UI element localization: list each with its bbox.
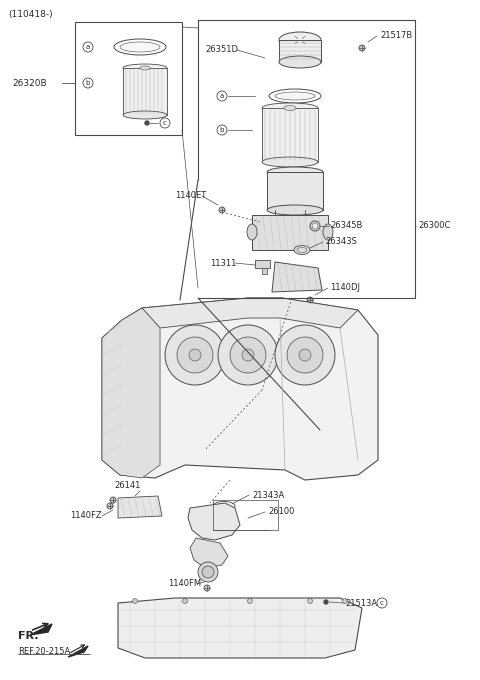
Circle shape	[287, 337, 323, 373]
Text: 1140FM: 1140FM	[168, 579, 201, 588]
Text: REF.20-215A: REF.20-215A	[18, 647, 70, 656]
Ellipse shape	[275, 92, 315, 100]
Ellipse shape	[267, 205, 323, 215]
Polygon shape	[190, 538, 228, 568]
Ellipse shape	[279, 56, 321, 68]
Circle shape	[132, 598, 137, 604]
Text: 26300C: 26300C	[418, 222, 450, 231]
Ellipse shape	[323, 224, 333, 240]
Ellipse shape	[279, 32, 321, 48]
Ellipse shape	[267, 167, 323, 177]
Circle shape	[307, 297, 313, 303]
Circle shape	[248, 598, 252, 604]
Circle shape	[204, 585, 210, 591]
Text: 21517B: 21517B	[380, 31, 412, 41]
Bar	[123, 68, 167, 115]
Text: 11311: 11311	[210, 258, 236, 267]
Ellipse shape	[120, 42, 160, 52]
Bar	[252, 215, 328, 250]
Text: c: c	[380, 600, 384, 606]
Circle shape	[182, 598, 188, 604]
Circle shape	[165, 325, 225, 385]
Text: a: a	[220, 93, 224, 99]
Bar	[267, 172, 323, 210]
Polygon shape	[102, 308, 160, 478]
FancyArrowPatch shape	[33, 624, 48, 630]
Circle shape	[177, 337, 213, 373]
Circle shape	[242, 349, 254, 361]
Text: 26343S: 26343S	[325, 237, 357, 247]
Circle shape	[189, 349, 201, 361]
Circle shape	[230, 337, 266, 373]
Polygon shape	[30, 624, 52, 635]
Text: c: c	[163, 120, 167, 126]
Bar	[262, 268, 267, 274]
Bar	[255, 260, 270, 268]
Polygon shape	[188, 503, 240, 540]
Text: b: b	[220, 127, 224, 133]
Text: b: b	[86, 80, 90, 86]
Ellipse shape	[294, 245, 310, 254]
Text: 1140ET: 1140ET	[175, 192, 206, 201]
Text: 1140DJ: 1140DJ	[330, 284, 360, 292]
Bar	[75, 22, 182, 135]
Text: 26100: 26100	[268, 507, 294, 517]
Text: 1140FZ: 1140FZ	[70, 511, 102, 520]
Text: 21343A: 21343A	[252, 490, 284, 500]
Text: FR.: FR.	[18, 631, 38, 641]
Bar	[213, 500, 278, 530]
Bar	[279, 40, 321, 62]
Text: 26141: 26141	[115, 481, 141, 490]
Polygon shape	[68, 646, 88, 657]
Text: 26320B: 26320B	[12, 78, 47, 88]
Polygon shape	[272, 262, 322, 292]
Ellipse shape	[284, 105, 296, 110]
Polygon shape	[142, 298, 358, 328]
Text: 26351D: 26351D	[205, 46, 238, 54]
Circle shape	[198, 562, 218, 582]
Text: 26345B: 26345B	[330, 222, 362, 231]
Ellipse shape	[262, 103, 318, 113]
Circle shape	[343, 598, 348, 604]
Bar	[262, 108, 318, 162]
Circle shape	[218, 325, 278, 385]
Circle shape	[359, 45, 365, 51]
Polygon shape	[102, 298, 378, 480]
Circle shape	[299, 349, 311, 361]
Text: 21513A: 21513A	[345, 598, 377, 607]
Circle shape	[145, 121, 149, 125]
Polygon shape	[118, 496, 162, 518]
Ellipse shape	[123, 111, 167, 119]
Ellipse shape	[123, 64, 167, 72]
Circle shape	[202, 566, 214, 578]
Text: a: a	[86, 44, 90, 50]
Circle shape	[107, 503, 113, 509]
Circle shape	[312, 223, 318, 229]
Circle shape	[110, 497, 116, 503]
Circle shape	[308, 598, 312, 604]
Circle shape	[324, 600, 328, 604]
Circle shape	[275, 325, 335, 385]
Ellipse shape	[247, 224, 257, 240]
Polygon shape	[118, 598, 362, 658]
Circle shape	[219, 207, 225, 213]
FancyArrowPatch shape	[71, 645, 84, 653]
Text: (110418-): (110418-)	[8, 10, 53, 18]
Ellipse shape	[262, 157, 318, 167]
Ellipse shape	[140, 66, 150, 70]
